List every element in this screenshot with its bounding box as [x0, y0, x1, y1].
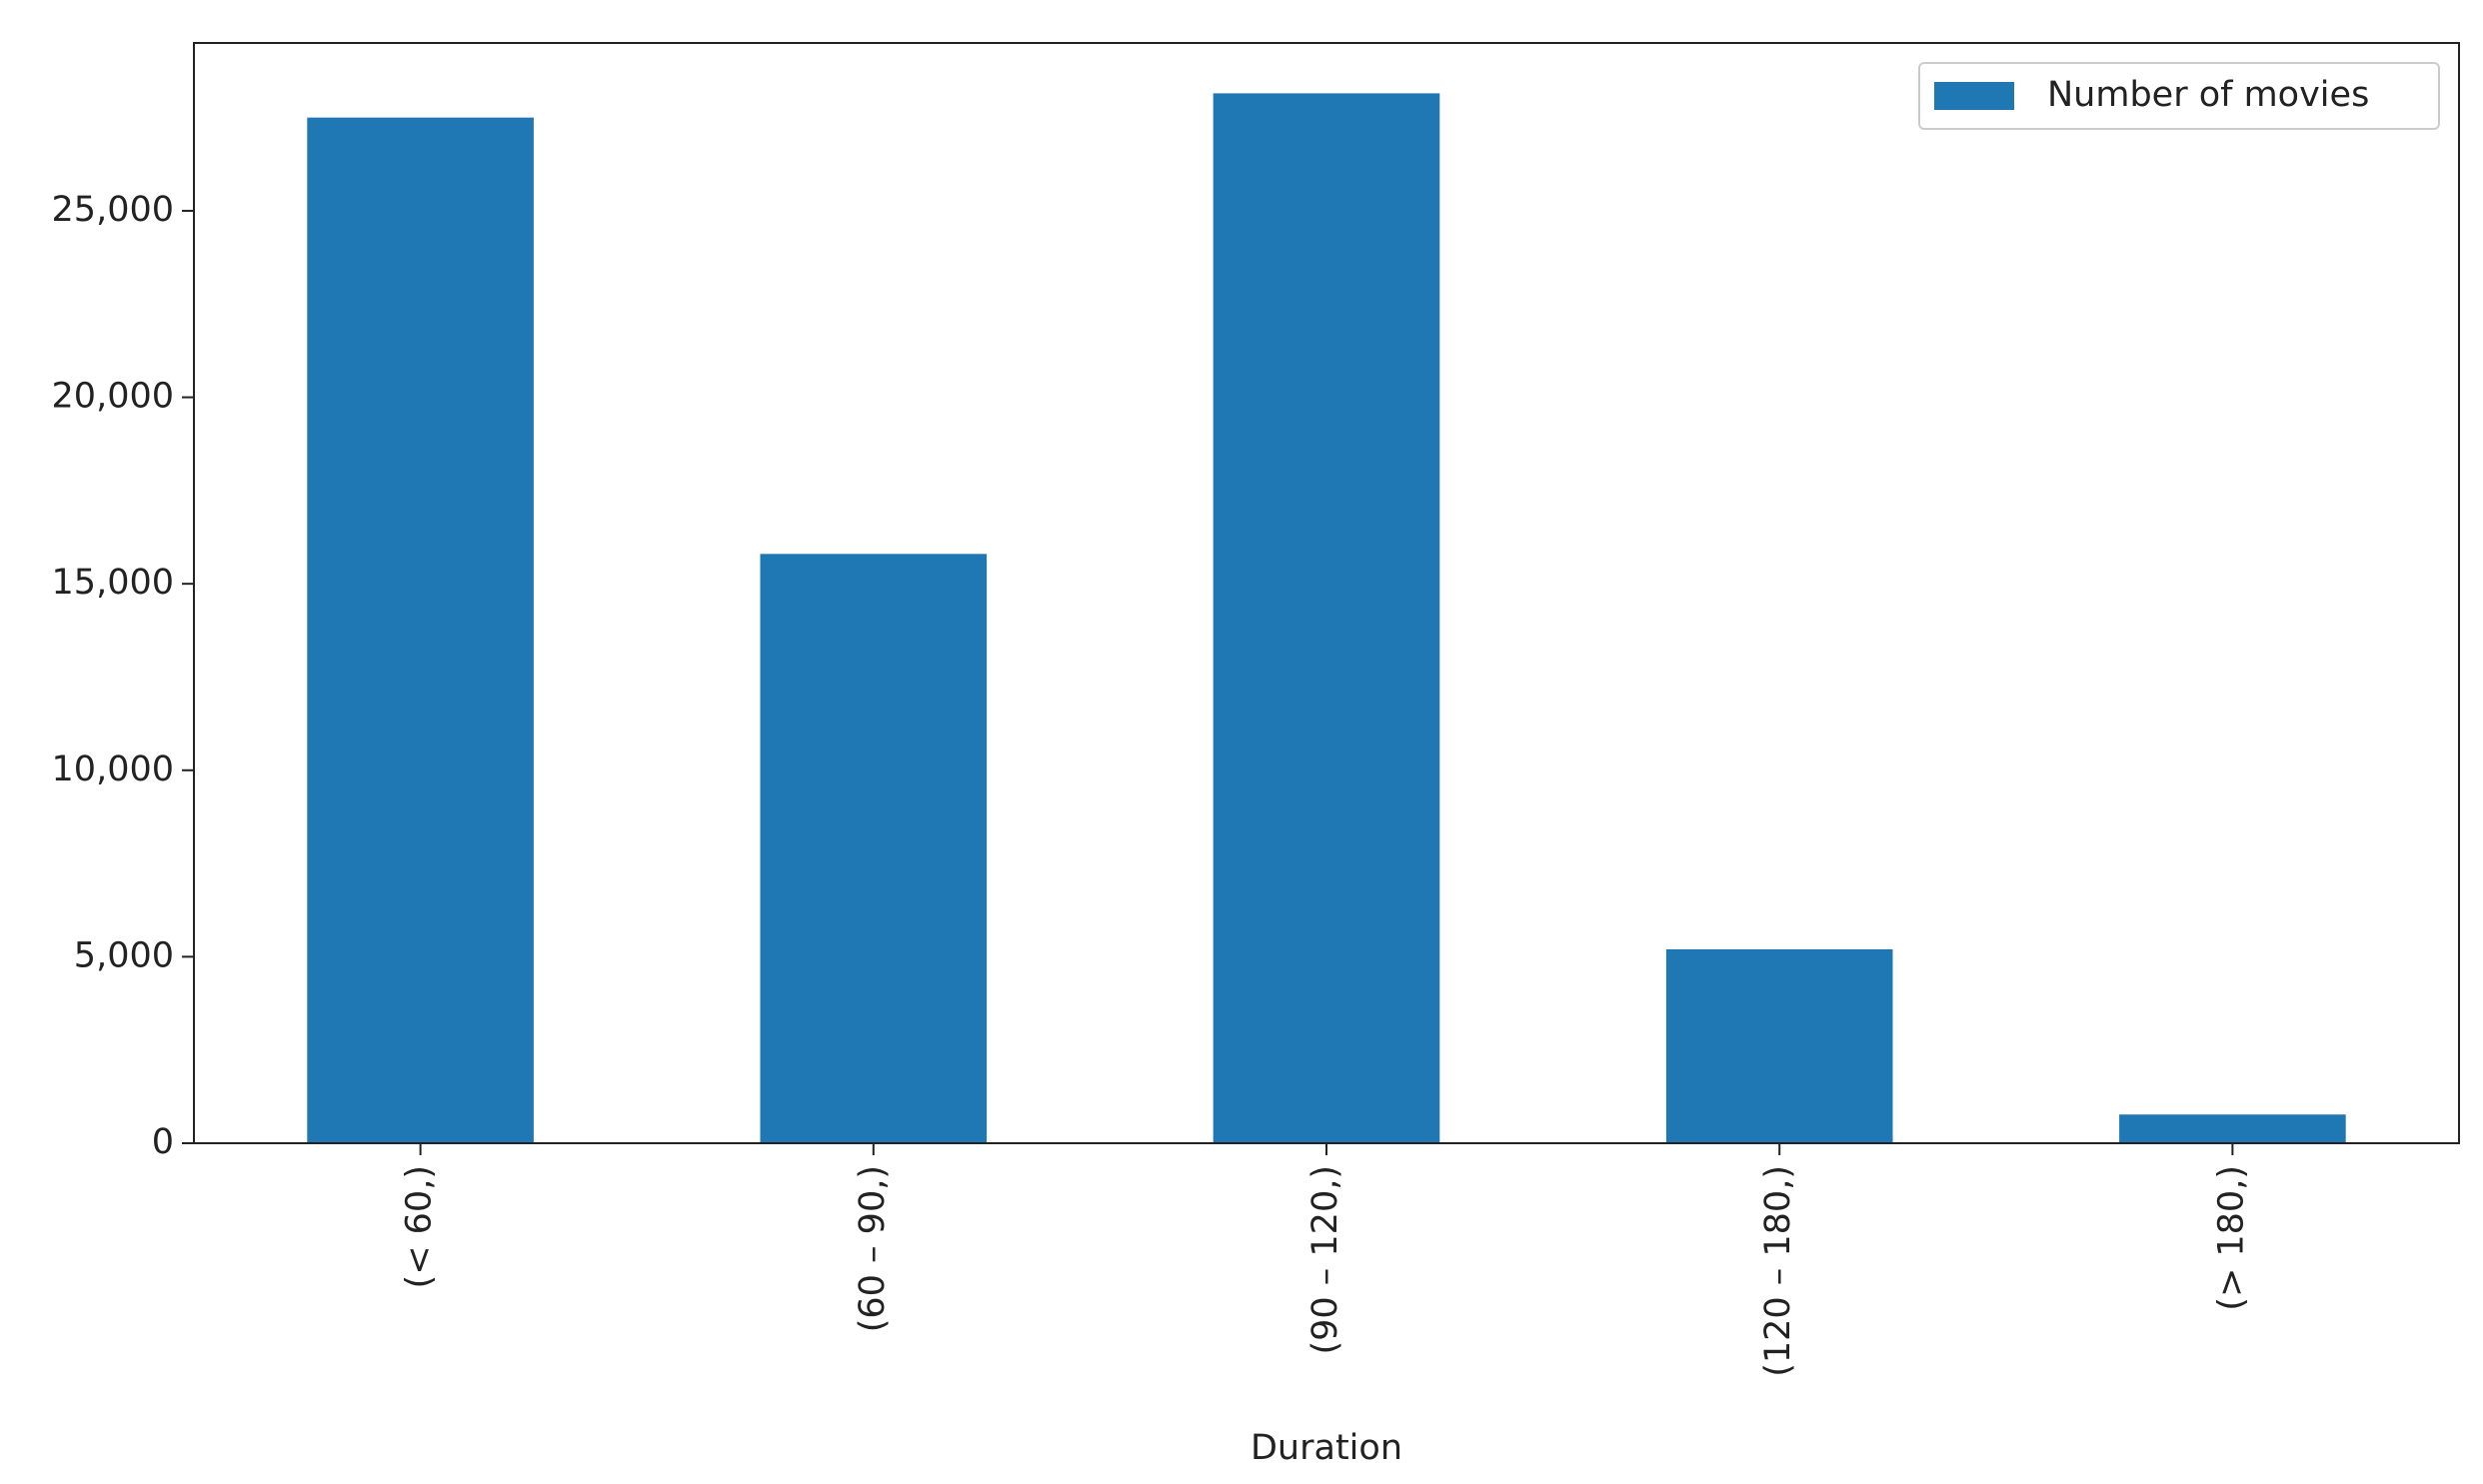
x-tick-label: (90 – 120,) — [1305, 1165, 1345, 1355]
x-tick-label: (> 180,) — [2211, 1165, 2251, 1311]
y-tick-label: 25,000 — [52, 190, 174, 230]
x-tick-label: (60 – 90,) — [853, 1165, 893, 1332]
x-tick-label: (< 60,) — [400, 1165, 440, 1288]
y-tick-label: 15,000 — [52, 563, 174, 603]
y-tick-label: 10,000 — [52, 749, 174, 789]
x-axis-label: Duration — [1250, 1428, 1402, 1468]
y-tick-label: 20,000 — [52, 377, 174, 417]
y-tick-label: 5,000 — [74, 935, 174, 975]
legend-label: Number of movies — [2047, 75, 2369, 115]
y-tick-label: 0 — [152, 1122, 174, 1162]
bar — [1665, 948, 1893, 1143]
legend-box — [1918, 62, 2440, 130]
bar — [2119, 1114, 2346, 1143]
bar — [760, 554, 988, 1143]
bar — [1213, 93, 1440, 1143]
plot-frame — [193, 42, 2460, 1144]
bar — [307, 117, 534, 1144]
x-tick-label: (120 – 180,) — [1758, 1165, 1798, 1377]
legend-swatch — [1934, 82, 2014, 110]
